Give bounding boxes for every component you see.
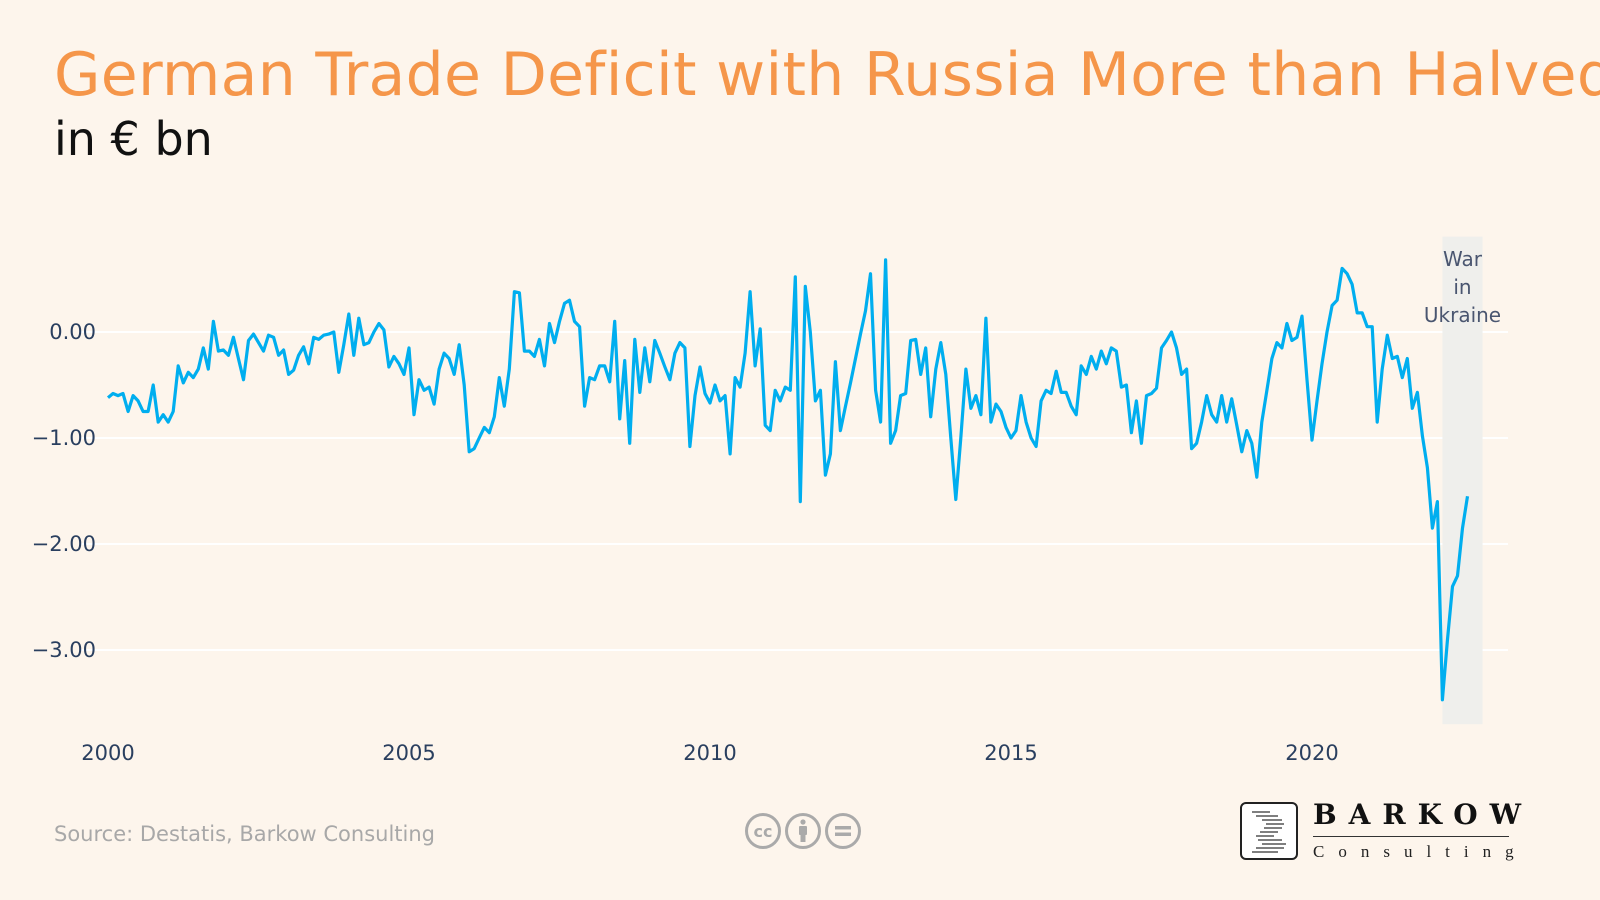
y-tick-label: 0.00 xyxy=(49,320,96,344)
war-annotation-label: Ukraine xyxy=(1424,303,1501,327)
y-tick-label: −3.00 xyxy=(32,638,96,662)
y-tick-label: −1.00 xyxy=(32,426,96,450)
logo-divider xyxy=(1313,836,1509,837)
chart-subtitle: in € bn xyxy=(54,112,213,166)
logo-mark-icon xyxy=(1240,802,1298,860)
cc-icon: cc xyxy=(745,813,781,849)
war-shaded-region xyxy=(1442,236,1483,725)
license-badge[interactable]: cc xyxy=(745,813,861,849)
x-tick-label: 2005 xyxy=(382,741,435,765)
war-annotation-label: in xyxy=(1453,275,1471,299)
x-tick-label: 2000 xyxy=(81,741,134,765)
x-tick-label: 2010 xyxy=(683,741,736,765)
y-tick-label: −2.00 xyxy=(32,532,96,556)
source-note: Source: Destatis, Barkow Consulting xyxy=(54,822,436,846)
war-annotation-label: War xyxy=(1443,247,1483,271)
x-tick-label: 2020 xyxy=(1285,741,1338,765)
chart-title: German Trade Deficit with Russia More th… xyxy=(54,40,1600,110)
logo-subtitle: Consulting xyxy=(1313,842,1528,861)
trade-balance-line xyxy=(106,258,1470,702)
no-derivatives-icon xyxy=(825,813,861,849)
by-attribution-icon xyxy=(785,813,821,849)
logo-name: BARKOW xyxy=(1313,798,1534,831)
x-tick-label: 2015 xyxy=(984,741,1037,765)
